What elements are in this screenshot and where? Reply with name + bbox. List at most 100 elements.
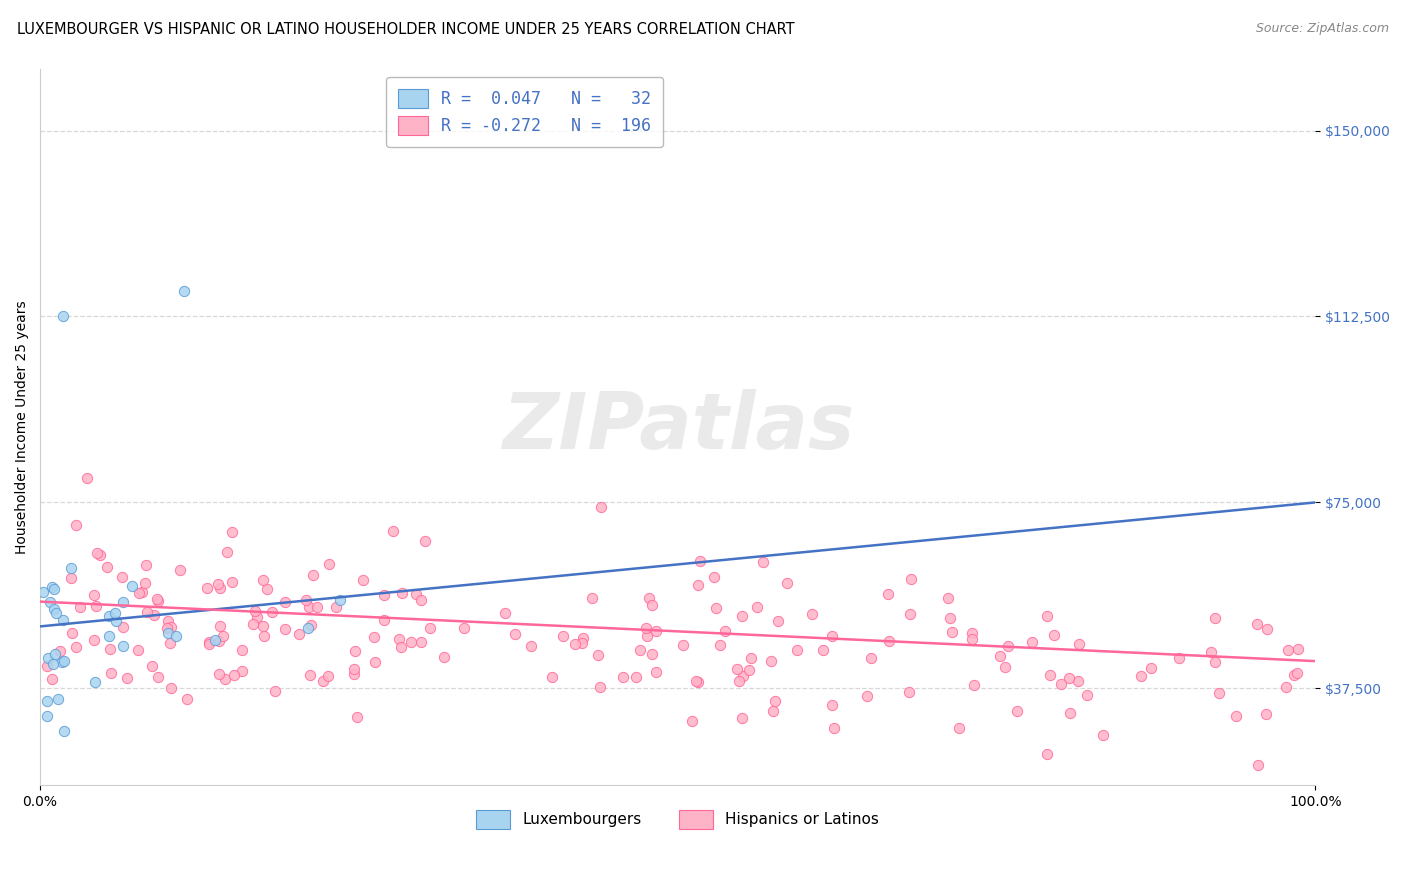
- Point: [1069, 637, 1091, 651]
- Point: [42, 657, 65, 671]
- Point: [41, 672, 63, 686]
- Point: [1005, 704, 1028, 718]
- Point: [1066, 674, 1088, 689]
- Point: [318, 557, 340, 571]
- Point: [733, 669, 755, 683]
- Point: [83, 588, 105, 602]
- Point: [344, 644, 367, 658]
- Point: [738, 663, 761, 677]
- Point: [42, 582, 65, 596]
- Point: [364, 656, 387, 670]
- Point: [747, 599, 769, 614]
- Point: [1282, 667, 1305, 681]
- Point: [52, 723, 75, 738]
- Point: [1275, 680, 1298, 694]
- Point: [37, 651, 59, 665]
- Point: [811, 642, 834, 657]
- Point: [204, 633, 226, 648]
- Point: [640, 598, 662, 612]
- Point: [195, 581, 218, 595]
- Point: [551, 628, 574, 642]
- Point: [638, 591, 661, 606]
- Point: [224, 668, 246, 682]
- Point: [52, 654, 75, 668]
- Point: [35, 708, 58, 723]
- Point: [242, 616, 264, 631]
- Point: [823, 721, 845, 735]
- Point: [46, 691, 69, 706]
- Point: [173, 284, 195, 298]
- Point: [217, 545, 239, 559]
- Point: [208, 667, 231, 681]
- Point: [1036, 747, 1059, 761]
- Point: [572, 631, 595, 645]
- Point: [83, 632, 105, 647]
- Point: [752, 556, 775, 570]
- Point: [325, 600, 347, 615]
- Point: [503, 627, 526, 641]
- Point: [821, 698, 844, 712]
- Point: [231, 643, 253, 657]
- Point: [725, 661, 748, 675]
- Point: [44, 648, 66, 662]
- Point: [1129, 669, 1152, 683]
- Point: [786, 643, 808, 657]
- Point: [1286, 642, 1309, 657]
- Point: [1286, 665, 1309, 680]
- Point: [121, 578, 143, 592]
- Point: [939, 611, 962, 625]
- Legend: Luxembourgers, Hispanics or Latinos: Luxembourgers, Hispanics or Latinos: [470, 804, 886, 835]
- Point: [305, 600, 328, 615]
- Point: [1036, 608, 1059, 623]
- Point: [69, 600, 91, 615]
- Point: [86, 546, 108, 560]
- Point: [142, 608, 165, 623]
- Point: [246, 609, 269, 624]
- Point: [146, 670, 169, 684]
- Point: [641, 647, 664, 661]
- Point: [111, 619, 134, 633]
- Point: [586, 648, 609, 663]
- Point: [134, 576, 156, 591]
- Point: [111, 570, 134, 584]
- Point: [1021, 635, 1043, 649]
- Point: [156, 621, 179, 635]
- Point: [60, 561, 83, 575]
- Point: [253, 629, 276, 643]
- Point: [329, 593, 352, 607]
- Point: [564, 637, 586, 651]
- Point: [111, 639, 134, 653]
- Point: [298, 599, 321, 614]
- Point: [759, 654, 782, 668]
- Point: [1057, 671, 1080, 685]
- Point: [83, 674, 105, 689]
- Point: [274, 622, 297, 636]
- Point: [98, 630, 121, 644]
- Point: [1256, 622, 1278, 636]
- Point: [131, 585, 153, 599]
- Point: [49, 644, 72, 658]
- Point: [963, 678, 986, 692]
- Point: [988, 648, 1011, 663]
- Point: [209, 619, 232, 633]
- Point: [252, 573, 274, 587]
- Point: [628, 643, 651, 657]
- Point: [612, 670, 634, 684]
- Point: [634, 622, 657, 636]
- Point: [704, 601, 727, 615]
- Point: [997, 639, 1019, 653]
- Point: [105, 614, 128, 628]
- Point: [128, 585, 150, 599]
- Point: [879, 634, 901, 648]
- Point: [198, 637, 221, 651]
- Point: [731, 711, 754, 725]
- Point: [111, 595, 134, 609]
- Point: [1247, 758, 1270, 772]
- Point: [453, 621, 475, 635]
- Point: [672, 638, 695, 652]
- Point: [763, 694, 786, 708]
- Point: [900, 572, 922, 586]
- Point: [44, 601, 66, 615]
- Point: [256, 582, 278, 596]
- Point: [624, 670, 647, 684]
